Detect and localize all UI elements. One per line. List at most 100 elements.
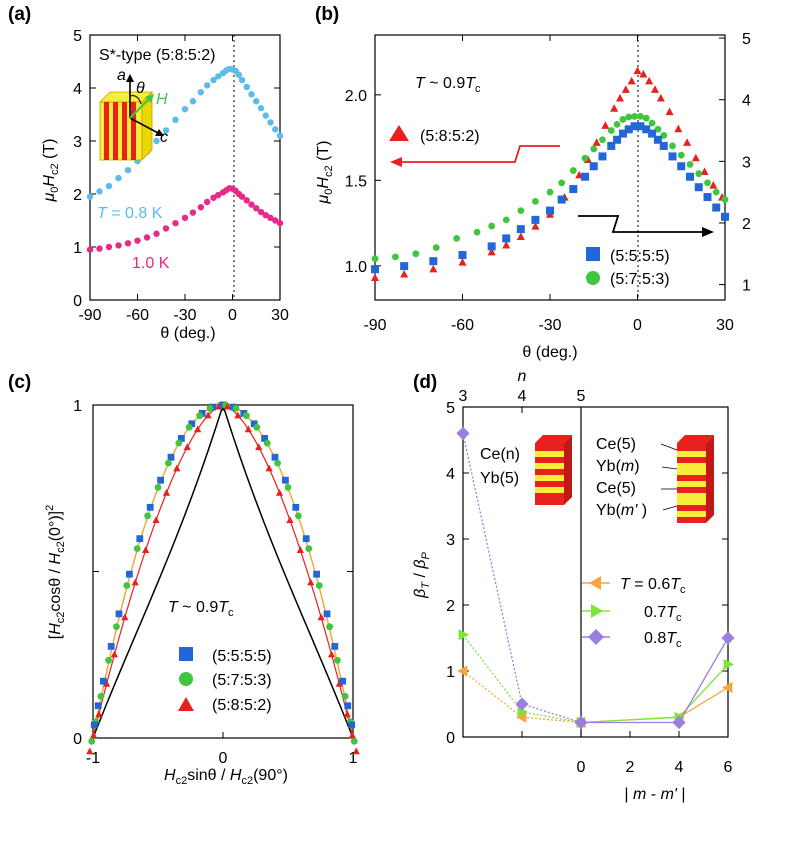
data-point <box>255 443 263 451</box>
data-point <box>723 658 735 670</box>
x-tick-label: 0 <box>228 307 237 324</box>
legend-label-5852: (5:8:5:2) <box>420 128 480 145</box>
data-point <box>157 476 164 484</box>
x-tick-label: -30 <box>538 317 561 334</box>
data-point <box>261 435 268 442</box>
stack-layer <box>677 481 706 487</box>
data-point <box>206 404 214 412</box>
stack-layer <box>677 463 706 475</box>
data-point <box>272 126 279 133</box>
data-point <box>124 240 132 247</box>
data-point <box>659 141 668 150</box>
data-point <box>613 135 622 144</box>
panel-a-series-label-0.8K: T = 0.8 K <box>97 205 163 222</box>
legend-label-5852: (5:8:5:2) <box>212 697 272 714</box>
x-tick-label: 30 <box>716 317 734 334</box>
data-point <box>86 193 94 200</box>
data-point <box>167 453 175 461</box>
data-point <box>488 222 496 230</box>
data-point <box>162 127 170 134</box>
data-point <box>272 217 279 224</box>
data-point <box>695 170 703 178</box>
series-line-right <box>580 663 729 724</box>
y-tick-label: 1 <box>73 240 82 257</box>
data-point <box>569 167 577 174</box>
data-point <box>97 692 105 700</box>
y-tick-label: 1 <box>446 664 455 681</box>
data-point <box>350 737 358 745</box>
panel-a-inset: a θ H c <box>99 67 168 161</box>
x-tick-label: -60 <box>126 307 149 324</box>
data-point <box>601 121 610 129</box>
panel-b-xlabel: θ (deg.) <box>522 344 577 361</box>
bottom-tick-label: 2 <box>626 759 635 776</box>
y-tick-label: 3 <box>73 134 82 151</box>
data-point <box>546 188 554 196</box>
inset-label-a: a <box>117 67 126 84</box>
y-tick-label: 4 <box>73 81 82 98</box>
data-point <box>198 409 206 417</box>
series-line-right <box>581 637 729 724</box>
data-point <box>631 112 638 120</box>
crystal-stripe <box>131 102 136 160</box>
data-point <box>669 142 676 150</box>
field-h-arrow <box>129 97 151 119</box>
data-point <box>313 570 320 578</box>
legend-label-0.8: 0.8Tc <box>644 630 682 650</box>
data-point <box>691 153 700 162</box>
data-point <box>105 656 112 664</box>
stack-layer <box>535 475 564 481</box>
data-point <box>295 512 302 520</box>
y-tick-label: 3 <box>446 532 455 549</box>
data-point <box>429 257 438 266</box>
y-tick-label: 0 <box>446 730 455 747</box>
data-point <box>172 219 179 227</box>
data-point <box>215 73 222 80</box>
data-point <box>341 692 349 700</box>
data-point <box>371 265 379 274</box>
data-point <box>292 503 300 511</box>
panel-d-ylabel: βT / βP <box>412 551 432 598</box>
data-point <box>581 172 589 181</box>
y-tick-label: 4 <box>446 466 455 483</box>
data-point <box>262 212 269 219</box>
data-point <box>456 665 468 677</box>
inset-right-label-3: Yb(m' ) <box>596 502 647 519</box>
crystal-stripe <box>122 102 127 160</box>
inset-left-label-yb: Yb(5) <box>480 470 519 487</box>
data-point <box>86 747 94 755</box>
legend-marker-0.8 <box>588 629 604 645</box>
y-tick-right-label: 5 <box>742 31 751 48</box>
bottom-tick-label: 6 <box>724 759 733 776</box>
leader-line <box>662 505 678 511</box>
panel-d-label: (d) <box>413 372 437 393</box>
data-point <box>243 412 250 420</box>
data-point <box>589 162 598 171</box>
x-tick-label: 0 <box>219 750 228 767</box>
data-point <box>516 225 525 234</box>
data-point <box>592 138 601 146</box>
legend-label-5555: (5:5:5:5) <box>212 648 272 665</box>
data-point <box>162 225 170 232</box>
data-point <box>348 731 356 739</box>
data-point <box>317 613 325 621</box>
data-point <box>94 702 102 710</box>
data-point <box>248 91 255 98</box>
panel-c-temperature-annotation: T ~ 0.9Tc <box>168 599 234 619</box>
data-point <box>162 488 171 496</box>
data-point <box>152 516 160 524</box>
data-point <box>642 114 650 122</box>
y-tick-label: 1.5 <box>345 173 367 190</box>
data-point <box>371 273 379 281</box>
legend-marker-5555 <box>179 647 193 661</box>
data-point <box>284 484 292 491</box>
data-point <box>473 228 481 236</box>
data-point <box>668 152 677 161</box>
crystal-stripe <box>113 102 118 160</box>
data-point <box>107 642 115 650</box>
data-point <box>257 208 265 216</box>
data-point <box>343 710 351 718</box>
data-point <box>672 715 686 730</box>
data-point <box>517 207 525 215</box>
y-tick-label: 0 <box>73 731 82 748</box>
